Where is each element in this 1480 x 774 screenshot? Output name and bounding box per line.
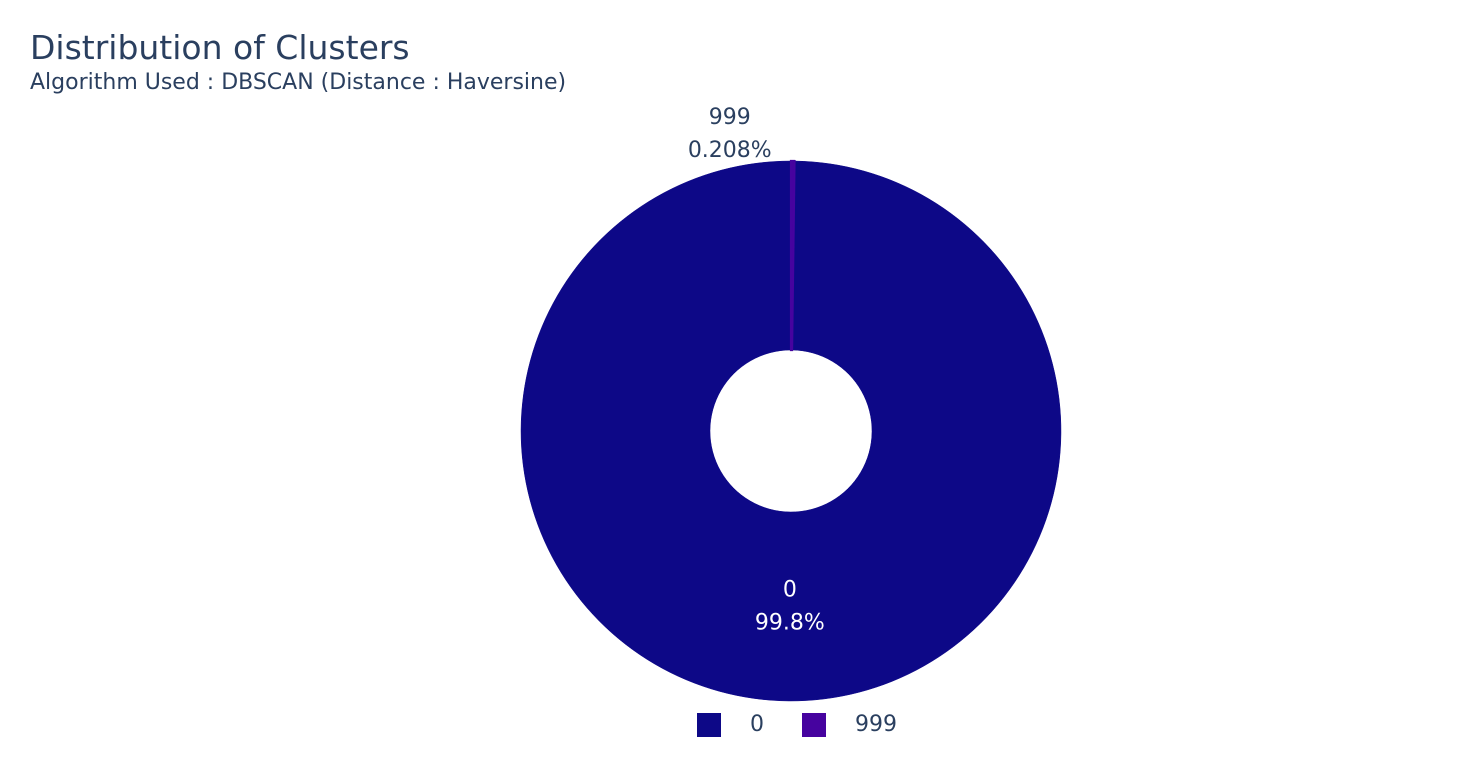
slice-label-0: 0	[783, 577, 797, 602]
slice-label-999: 999	[709, 105, 751, 130]
legend-swatch-999	[802, 712, 826, 737]
chart-subtitle: Algorithm Used : DBSCAN (Distance : Have…	[30, 70, 567, 95]
legend-item-0[interactable]: 0	[697, 712, 764, 737]
pie-slice-0[interactable]	[520, 160, 1062, 702]
legend-item-999[interactable]: 999	[802, 712, 897, 737]
legend-label-0: 0	[750, 712, 764, 737]
slice-percent-999: 0.208%	[688, 138, 772, 163]
slice-percent-0: 99.8%	[755, 610, 825, 635]
legend-label-999: 999	[855, 712, 897, 737]
pie-slice-999[interactable]	[789, 159, 796, 352]
chart-title: Distribution of Clusters	[30, 28, 410, 67]
legend[interactable]: 0 999	[697, 712, 935, 737]
legend-swatch-0	[697, 712, 721, 737]
